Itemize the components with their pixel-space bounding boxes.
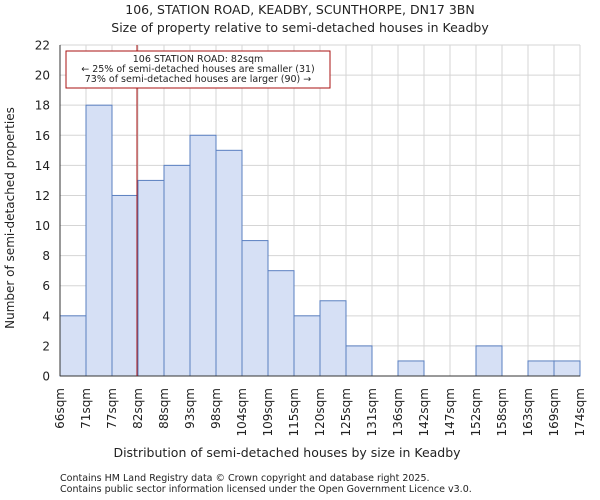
x-tick-label: 104sqm [235, 388, 249, 436]
bars [59, 104, 581, 377]
y-tick-label: 20 [35, 69, 50, 83]
x-tick-label: 147sqm [443, 388, 457, 436]
bar [111, 194, 139, 377]
annotation-box: 106 STATION ROAD: 82sqm ← 25% of semi-de… [65, 50, 331, 89]
x-tick-label: 163sqm [521, 388, 535, 436]
footer-line-2: Contains public sector information licen… [60, 484, 472, 495]
chart-subtitle: Size of property relative to semi-detach… [111, 20, 489, 35]
x-tick-labels: 66sqm 71sqm 77sqm 82sqm 88sqm 93sqm 98sqm 104sq… [53, 388, 587, 436]
x-tick-label: 82sqm [131, 388, 145, 429]
bar [241, 240, 269, 377]
x-tick-label: 98sqm [209, 388, 223, 429]
y-tick-label: 14 [35, 159, 50, 173]
axes [59, 45, 580, 377]
x-tick-label: 125sqm [339, 388, 353, 436]
x-axis-label: Distribution of semi-detached houses by … [113, 445, 461, 460]
x-tick-label: 115sqm [287, 388, 301, 436]
bar [319, 300, 347, 377]
bar [553, 360, 581, 377]
annotation-line-3: 73% of semi-detached houses are larger (… [85, 74, 312, 85]
y-tick-label: 16 [35, 129, 50, 143]
y-tick-label: 6 [42, 279, 50, 293]
y-tick-label: 8 [42, 249, 50, 263]
bar [475, 345, 503, 377]
bar [189, 134, 217, 377]
x-tick-label: 93sqm [183, 388, 197, 429]
x-tick-label: 109sqm [261, 388, 275, 436]
y-tick-label: 18 [35, 99, 50, 113]
x-tick-label: 174sqm [573, 388, 587, 436]
y-tick-label: 22 [35, 39, 50, 53]
bar [397, 360, 425, 377]
annotation-line-1: 106 STATION ROAD: 82sqm [133, 54, 264, 65]
x-tick-label: 66sqm [53, 388, 67, 429]
bar [59, 315, 87, 377]
x-tick-label: 158sqm [495, 388, 509, 436]
annotation-frame [65, 50, 331, 89]
x-tick-label: 152sqm [469, 388, 483, 436]
x-tick-label: 131sqm [365, 388, 379, 436]
y-axis-label: Number of semi-detached properties [3, 107, 17, 329]
annotation-line-2: ← 25% of semi-detached houses are smalle… [81, 64, 315, 75]
bar [293, 315, 321, 377]
x-tick-label: 88sqm [157, 388, 171, 429]
y-tick-labels: 0 2 4 6 8 10 12 14 16 18 20 22 [35, 39, 50, 384]
bar [215, 149, 243, 377]
x-tick-label: 120sqm [313, 388, 327, 436]
x-tick-label: 136sqm [391, 388, 405, 436]
bar [267, 270, 295, 377]
bar [85, 104, 113, 377]
chart-title: 106, STATION ROAD, KEADBY, SCUNTHORPE, D… [125, 2, 474, 17]
y-tick-label: 0 [42, 370, 50, 384]
x-tick-label: 169sqm [547, 388, 561, 436]
x-tick-label: 71sqm [79, 388, 93, 429]
y-tick-label: 10 [35, 219, 50, 233]
y-tick-label: 2 [42, 339, 50, 353]
bar [137, 179, 165, 377]
y-tick-label: 4 [42, 309, 50, 323]
footer-line-1: Contains HM Land Registry data © Crown c… [60, 473, 430, 484]
x-tick-label: 77sqm [105, 388, 119, 429]
bar [163, 164, 191, 377]
y-tick-label: 12 [35, 189, 50, 203]
x-tick-label: 142sqm [417, 388, 431, 436]
bar [345, 345, 373, 377]
bar [527, 360, 555, 377]
